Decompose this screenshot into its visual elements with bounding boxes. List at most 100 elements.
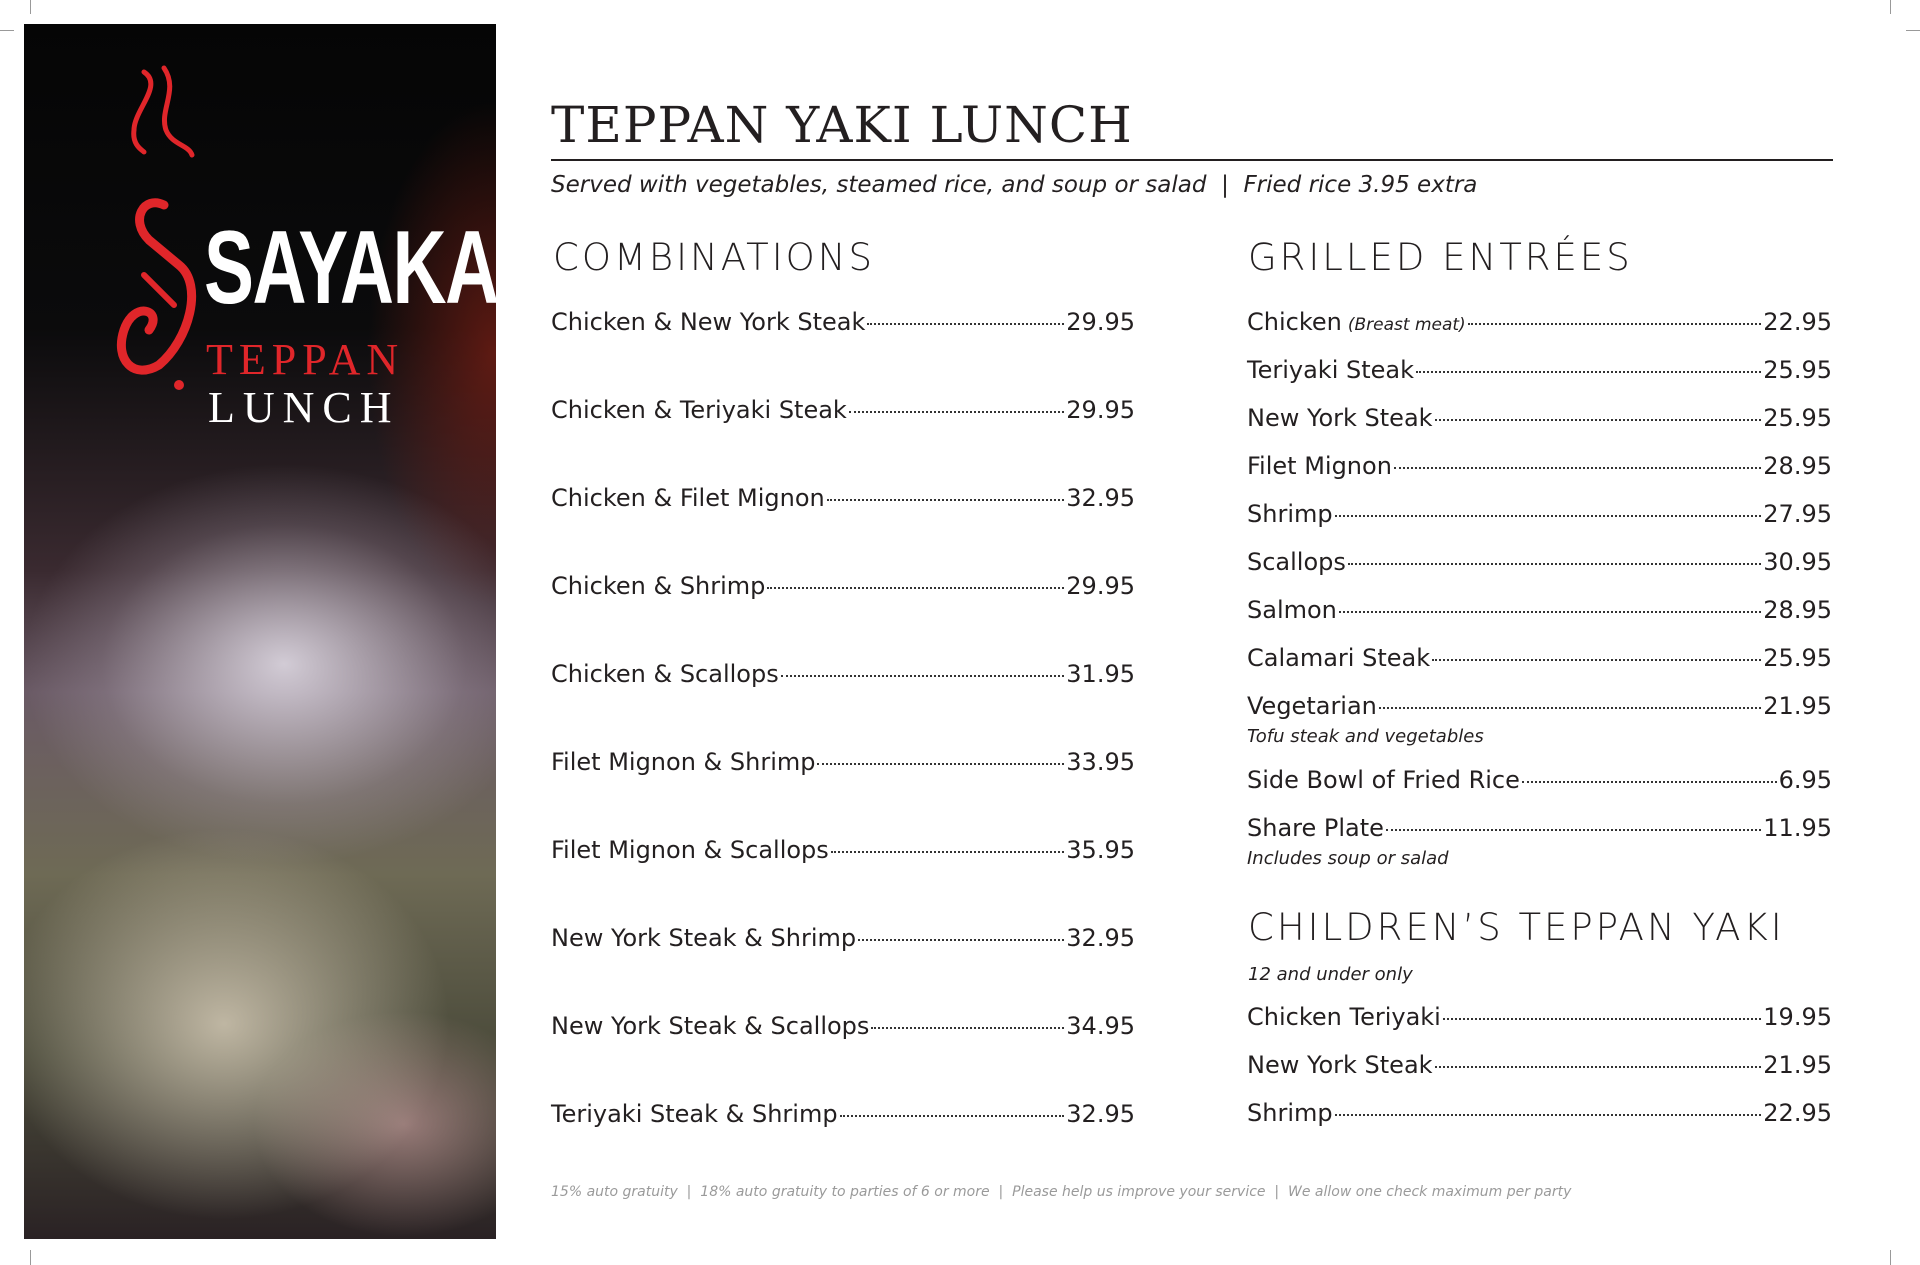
item-price: 30.95 bbox=[1763, 548, 1832, 576]
dot-leader bbox=[1434, 419, 1762, 421]
item-name: Shrimp bbox=[1247, 500, 1333, 528]
dot-leader bbox=[826, 499, 1065, 501]
crop-mark bbox=[30, 0, 31, 14]
item-name: Scallops bbox=[1247, 548, 1346, 576]
footer-notes: 15% auto gratuity | 18% auto gratuity to… bbox=[551, 1184, 1572, 1200]
brand-name: SAYAKA bbox=[204, 210, 496, 326]
item-name: New York Steak bbox=[1247, 1051, 1433, 1079]
item-name: Chicken & Scallops bbox=[551, 660, 779, 688]
crop-mark bbox=[1890, 1250, 1891, 1265]
item-name: Calamari Steak bbox=[1247, 644, 1431, 672]
dot-leader bbox=[1338, 611, 1762, 613]
menu-item: Chicken & Scallops 31.95 bbox=[551, 660, 1135, 688]
item-name: New York Steak & Scallops bbox=[551, 1012, 870, 1040]
dot-leader bbox=[871, 1027, 1065, 1029]
item-note: Tofu steak and vegetables bbox=[1247, 726, 1484, 747]
menu-item: Filet Mignon 28.95 bbox=[1247, 452, 1832, 480]
page-title: TEPPAN YAKI LUNCH bbox=[551, 96, 1133, 154]
subtitle: Served with vegetables, steamed rice, an… bbox=[551, 172, 1478, 198]
item-price: 29.95 bbox=[1066, 396, 1135, 424]
item-detail: (Breast meat) bbox=[1347, 315, 1466, 335]
item-price: 32.95 bbox=[1066, 484, 1135, 512]
menu-item: Chicken Teriyaki 19.95 bbox=[1247, 1003, 1832, 1031]
menu-item: Scallops 30.95 bbox=[1247, 548, 1832, 576]
dot-leader bbox=[1347, 563, 1762, 565]
menu-item: Salmon 28.95 bbox=[1247, 596, 1832, 624]
dot-leader bbox=[1432, 659, 1762, 661]
item-price: 25.95 bbox=[1763, 404, 1832, 432]
menu-item: New York Steak & Scallops 34.95 bbox=[551, 1012, 1135, 1040]
item-price: 19.95 bbox=[1763, 1003, 1832, 1031]
item-price: 29.95 bbox=[1066, 308, 1135, 336]
item-price: 34.95 bbox=[1066, 1012, 1135, 1040]
menu-item: Shrimp 22.95 bbox=[1247, 1099, 1832, 1127]
item-note: Includes soup or salad bbox=[1247, 848, 1449, 869]
combinations-heading: COMBINATIONS bbox=[553, 236, 875, 279]
item-name: Chicken & Filet Mignon bbox=[551, 484, 825, 512]
menu-item: Filet Mignon & Shrimp 33.95 bbox=[551, 748, 1135, 776]
dot-leader bbox=[1334, 515, 1762, 517]
item-name: Filet Mignon & Shrimp bbox=[551, 748, 816, 776]
item-name: Teriyaki Steak & Shrimp bbox=[551, 1100, 838, 1128]
item-price: 32.95 bbox=[1066, 1100, 1135, 1128]
item-price: 35.95 bbox=[1066, 836, 1135, 864]
sayaka-s-flame-logo-icon bbox=[116, 65, 197, 390]
dot-leader bbox=[1378, 707, 1762, 709]
menu-item: Share Plate 11.95 bbox=[1247, 814, 1832, 842]
item-name: Chicken bbox=[1247, 308, 1342, 336]
item-name: Salmon bbox=[1247, 596, 1337, 624]
dot-leader bbox=[1416, 371, 1762, 373]
item-price: 11.95 bbox=[1763, 814, 1832, 842]
menu-item: Teriyaki Steak & Shrimp 32.95 bbox=[551, 1100, 1135, 1128]
dot-leader bbox=[1467, 323, 1762, 325]
menu-item: Chicken (Breast meat) 22.95 bbox=[1247, 308, 1832, 336]
item-name: Chicken & Teriyaki Steak bbox=[551, 396, 847, 424]
dot-leader bbox=[767, 587, 1065, 589]
item-price: 25.95 bbox=[1763, 644, 1832, 672]
item-name: Vegetarian bbox=[1247, 692, 1377, 720]
item-name: Teriyaki Steak bbox=[1247, 356, 1415, 384]
item-name: Filet Mignon bbox=[1247, 452, 1392, 480]
item-price: 21.95 bbox=[1763, 1051, 1832, 1079]
menu-item: Chicken & Shrimp 29.95 bbox=[551, 572, 1135, 600]
menu-item: Chicken & Filet Mignon 32.95 bbox=[551, 484, 1135, 512]
photo-panel: SAYAKA TEPPAN LUNCH bbox=[24, 24, 496, 1239]
dot-leader bbox=[839, 1115, 1065, 1117]
item-price: 25.95 bbox=[1763, 356, 1832, 384]
dot-leader bbox=[1385, 829, 1762, 831]
menu-item: Chicken & New York Steak 29.95 bbox=[551, 308, 1135, 336]
title-divider bbox=[551, 159, 1833, 161]
menu-item: New York Steak 21.95 bbox=[1247, 1051, 1832, 1079]
item-price: 22.95 bbox=[1763, 308, 1832, 336]
item-price: 27.95 bbox=[1763, 500, 1832, 528]
menu-item: New York Steak 25.95 bbox=[1247, 404, 1832, 432]
menu-item: Side Bowl of Fried Rice 6.95 bbox=[1247, 766, 1832, 794]
item-name: New York Steak bbox=[1247, 404, 1433, 432]
item-price: 28.95 bbox=[1763, 452, 1832, 480]
children-note: 12 and under only bbox=[1248, 964, 1413, 985]
item-price: 22.95 bbox=[1763, 1099, 1832, 1127]
item-name: Side Bowl of Fried Rice bbox=[1247, 766, 1520, 794]
item-name: Share Plate bbox=[1247, 814, 1384, 842]
item-price: 28.95 bbox=[1763, 596, 1832, 624]
crop-mark bbox=[1906, 30, 1920, 31]
dot-leader bbox=[867, 323, 1065, 325]
dot-leader bbox=[780, 675, 1065, 677]
item-price: 6.95 bbox=[1778, 766, 1832, 794]
dot-leader bbox=[817, 763, 1065, 765]
menu-item: Shrimp 27.95 bbox=[1247, 500, 1832, 528]
dot-leader bbox=[848, 411, 1065, 413]
item-price: 32.95 bbox=[1066, 924, 1135, 952]
item-name: New York Steak & Shrimp bbox=[551, 924, 857, 952]
dot-leader bbox=[1393, 467, 1762, 469]
item-name: Filet Mignon & Scallops bbox=[551, 836, 829, 864]
crop-mark bbox=[30, 1250, 31, 1265]
item-name: Shrimp bbox=[1247, 1099, 1333, 1127]
item-name: Chicken & Shrimp bbox=[551, 572, 766, 600]
item-price: 33.95 bbox=[1066, 748, 1135, 776]
dot-leader bbox=[1442, 1018, 1762, 1020]
menu-item: Vegetarian 21.95 bbox=[1247, 692, 1832, 720]
menu-item: New York Steak & Shrimp 32.95 bbox=[551, 924, 1135, 952]
children-heading: CHILDREN’S TEPPAN YAKI bbox=[1248, 906, 1785, 949]
menu-item: Teriyaki Steak 25.95 bbox=[1247, 356, 1832, 384]
